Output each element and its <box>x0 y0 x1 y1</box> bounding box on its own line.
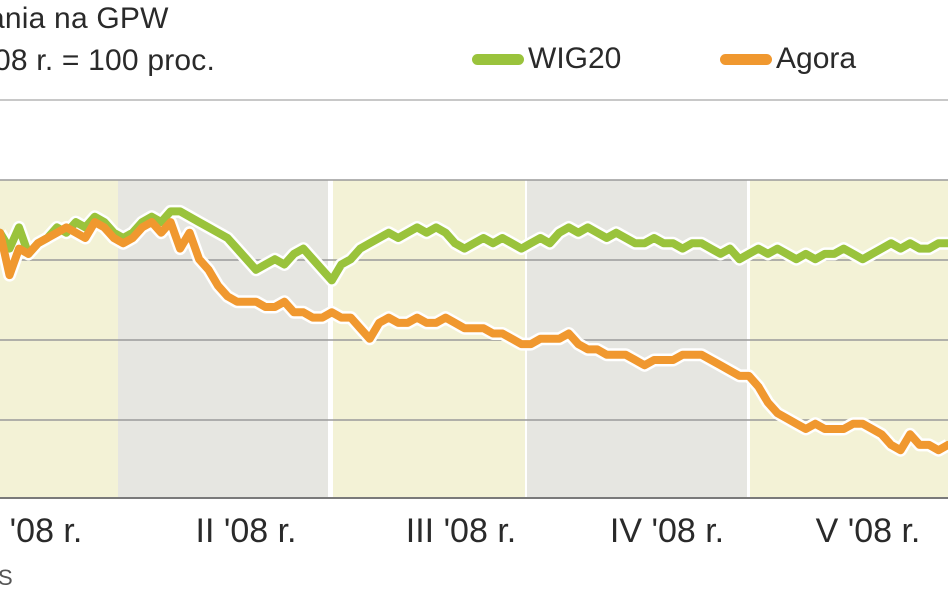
legend-item-wig20: WIG20 <box>472 42 621 76</box>
legend-swatch-wig20 <box>472 53 524 65</box>
series-line-wig20 <box>0 207 948 285</box>
x-tick-label-jan: '08 r. <box>9 512 83 550</box>
band-top-white <box>0 100 948 180</box>
legend-item-agora: Agora <box>720 42 856 76</box>
legend-swatch-agora <box>720 53 772 65</box>
gridlines <box>0 99 948 499</box>
chart-title: ania na GPW <box>0 2 169 35</box>
legend-label-agora: Agora <box>776 42 857 75</box>
series-layer <box>0 204 948 457</box>
series-line-agora <box>0 218 948 455</box>
month-bands <box>0 100 948 498</box>
legend-label-wig20: WIG20 <box>528 42 622 75</box>
x-tick-label-feb: II '08 r. <box>195 512 297 550</box>
chart-subtitle: 08 r. = 100 proc. <box>0 44 216 77</box>
source-note: S <box>0 565 13 590</box>
x-tick-label-apr: IV '08 r. <box>609 512 725 550</box>
x-tick-label-mar: III '08 r. <box>405 512 517 550</box>
x-tick-label-may: V '08 r. <box>815 512 921 550</box>
